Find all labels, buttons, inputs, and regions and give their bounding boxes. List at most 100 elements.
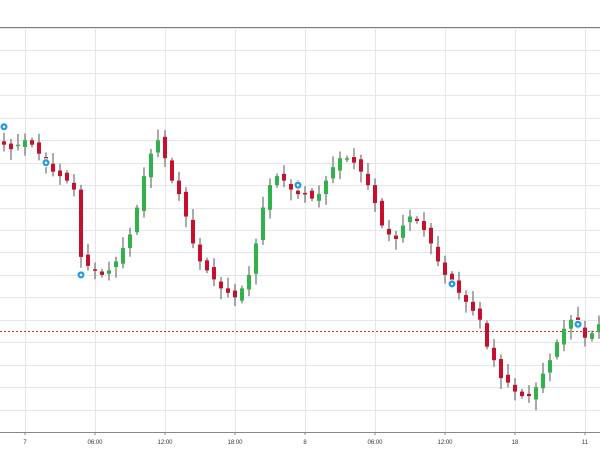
candle-body — [156, 140, 160, 153]
event-marker-center — [576, 322, 580, 326]
candle-body — [394, 235, 398, 239]
candle — [499, 354, 503, 389]
candle-body — [9, 143, 13, 150]
candle-body — [170, 160, 174, 181]
candle — [2, 132, 6, 152]
candle-body — [247, 274, 251, 290]
candle — [380, 198, 384, 229]
candle-body — [534, 387, 538, 400]
candle-body — [233, 290, 237, 298]
x-tick-label: 12:00 — [157, 440, 173, 446]
candle-body — [191, 219, 195, 244]
candle-body — [443, 262, 447, 275]
event-marker-center — [2, 125, 6, 129]
candle — [520, 388, 524, 399]
candle — [149, 148, 153, 189]
candle — [107, 261, 111, 281]
candle — [128, 227, 132, 257]
candle — [317, 185, 321, 208]
candle — [583, 320, 587, 347]
candle-body — [58, 170, 62, 177]
candle — [345, 155, 349, 162]
candle — [37, 133, 41, 161]
candle — [86, 243, 90, 271]
candle-body — [338, 158, 342, 171]
candle — [471, 291, 475, 316]
candle — [233, 283, 237, 307]
candle — [177, 171, 181, 201]
candle — [156, 129, 160, 158]
candle-body — [499, 359, 503, 379]
event-marker — [293, 180, 303, 190]
candle — [387, 220, 391, 242]
candle-body — [359, 159, 363, 172]
candle-body — [569, 319, 573, 329]
candle-body — [51, 163, 55, 172]
candle-body — [226, 288, 230, 293]
x-tick-label: 7 — [23, 440, 27, 446]
candle-body — [373, 185, 377, 204]
candle — [478, 301, 482, 329]
candle — [100, 268, 104, 278]
candle-body — [422, 221, 426, 230]
x-tick-label: 12:00 — [437, 440, 453, 446]
candle-body — [184, 191, 188, 217]
candle — [359, 154, 363, 183]
candle-body — [415, 218, 419, 222]
candle — [121, 237, 125, 269]
candle — [240, 285, 244, 304]
candle — [513, 378, 517, 401]
candle — [289, 179, 293, 201]
x-tick-label: 18:00 — [227, 440, 243, 446]
candle — [163, 130, 167, 167]
candle-body — [198, 244, 202, 262]
candle-body — [219, 281, 223, 289]
candle-body — [548, 360, 552, 373]
x-tick-label: 06:00 — [87, 440, 103, 446]
x-tick-label: 06:00 — [367, 440, 383, 446]
candle-body — [506, 374, 510, 383]
candle — [184, 187, 188, 228]
candle-body — [436, 246, 440, 262]
candle-body — [345, 158, 349, 160]
candle-body — [93, 269, 97, 271]
candle — [114, 256, 118, 278]
event-marker-center — [44, 161, 48, 164]
event-markers — [0, 122, 583, 329]
candle — [247, 266, 251, 297]
candle — [590, 330, 594, 342]
chart-svg: 7 06:00 12:00 18:00 8 06:00 12:00 18 11 — [0, 28, 600, 446]
candle-body — [212, 267, 216, 280]
candle — [506, 363, 510, 388]
candle — [198, 237, 202, 271]
candle — [331, 156, 335, 184]
candle — [373, 178, 377, 212]
candles — [2, 129, 600, 411]
candle — [415, 216, 419, 224]
x-tick-label: 8 — [303, 440, 307, 446]
candle — [324, 175, 328, 205]
candle-body — [541, 373, 545, 389]
candle — [303, 186, 307, 203]
candle — [219, 276, 223, 300]
candle-body — [142, 176, 146, 211]
candle-body — [282, 173, 286, 181]
candle-body — [2, 141, 6, 145]
candle-body — [555, 342, 559, 357]
candle — [72, 174, 76, 197]
candle-body — [583, 327, 587, 338]
candle — [492, 339, 496, 367]
candle — [541, 362, 545, 393]
candle-body — [121, 247, 125, 264]
x-tick-label: 11 — [582, 440, 589, 446]
x-axis: 7 06:00 12:00 18:00 8 06:00 12:00 18 11 — [0, 432, 600, 446]
candle-body — [205, 260, 209, 271]
candle-body — [597, 324, 600, 333]
candle — [30, 137, 34, 148]
candle-body — [79, 189, 83, 257]
candle — [534, 382, 538, 411]
candle-body — [163, 136, 167, 159]
candle — [282, 165, 286, 188]
candle-body — [114, 261, 118, 268]
candle-body — [37, 142, 41, 154]
